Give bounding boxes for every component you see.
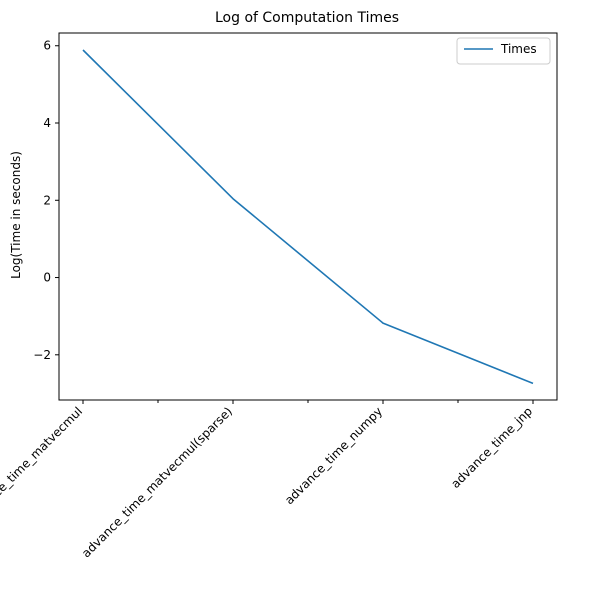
- plot-frame: [58, 32, 558, 401]
- chart-title: Log of Computation Times: [215, 10, 399, 26]
- y-tick-label: 0: [43, 271, 51, 285]
- x-axis-ticks: advance_time_matvecmuladvance_time_matve…: [0, 400, 535, 560]
- legend-box: [456, 37, 551, 65]
- y-axis-label: Log(Time in seconds): [9, 151, 23, 279]
- x-tick-label: advance_time_matvecmul(sparse): [79, 404, 235, 560]
- series-layer: [82, 49, 534, 385]
- legend: Times: [456, 37, 551, 65]
- x-tick-label: advance_time_matvecmul: [0, 404, 85, 525]
- series-line-times: [82, 49, 534, 385]
- y-tick-label: −2: [33, 348, 51, 362]
- y-tick-label: 6: [43, 39, 51, 53]
- y-tick-label: 2: [43, 193, 51, 207]
- x-tick-label: advance_time_jnp: [448, 404, 535, 491]
- y-axis-ticks: −2 0 2 4 6: [33, 39, 59, 362]
- legend-label-times: Times: [500, 42, 537, 56]
- y-tick-label: 4: [43, 116, 51, 130]
- x-tick-label: advance_time_numpy: [282, 404, 385, 507]
